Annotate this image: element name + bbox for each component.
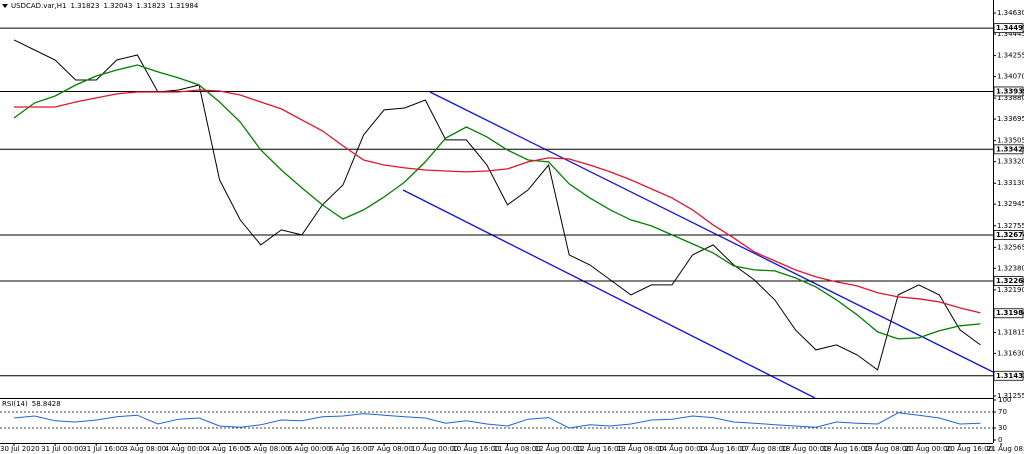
x-tick-label: 21 Aug 08:00: [987, 445, 1024, 453]
x-tick-label: 6 Aug 16:00: [329, 445, 372, 453]
level-label: 1.31433: [996, 372, 1024, 380]
x-tick-label: 11 Aug 08:00: [494, 445, 541, 453]
rsi-line: [13, 412, 981, 429]
ohlc-value: 1.31823: [71, 2, 100, 10]
last-price-label: 1.31984: [996, 309, 1024, 317]
y-tick-label: 1.31815: [997, 328, 1024, 336]
level-box: [993, 370, 1024, 381]
x-tick-label: 13 Aug 08:00: [617, 445, 664, 453]
x-tick-label: 20 Aug 00:00: [905, 445, 952, 453]
y-tick-label: 1.33880: [997, 94, 1024, 102]
y-tick-label: 1.33130: [997, 179, 1024, 187]
ohlc-value: 1.31823: [136, 2, 165, 10]
ohlc-value: 1.32043: [103, 2, 132, 10]
menu-icon: [2, 4, 8, 8]
rsi-tick-label: 0: [998, 436, 1002, 444]
level-box: [993, 86, 1024, 97]
x-tick-label: 31 Jul 16:00: [82, 445, 124, 453]
price-line: [13, 39, 981, 371]
y-tick-label: 1.33505: [997, 137, 1024, 145]
x-tick-label: 10 Aug 00:00: [411, 445, 458, 453]
y-tick-label: 1.34445: [997, 30, 1024, 38]
title-row: USDCAD.var,H1 1.31823 1.32043 1.31823 1.319…: [11, 2, 199, 10]
x-tick-label: 4 Aug 00:00: [165, 445, 208, 453]
y-tick-label: 1.32190: [997, 286, 1024, 294]
level-box: [993, 23, 1024, 34]
last-price-box: [993, 308, 1024, 319]
y-tick-label: 1.34630: [997, 9, 1024, 17]
y-tick-label: 1.32380: [997, 264, 1024, 272]
level-label: 1.33939: [996, 87, 1024, 95]
y-tick-label: 1.34070: [997, 73, 1024, 81]
x-tick-label: 19 Aug 08:00: [864, 445, 911, 453]
x-tick-label: 12 Aug 16:00: [576, 445, 623, 453]
chart-title: USDCAD.var,H1: [11, 2, 67, 10]
level-label: 1.33429: [996, 145, 1024, 153]
x-tick-label: 18 Aug 00:00: [781, 445, 828, 453]
rsi-value: 58.8428: [32, 400, 61, 408]
price-line: [14, 89, 981, 314]
level-box: [993, 276, 1024, 286]
rsi-title-row: RSI(14) 58.8428: [2, 400, 61, 408]
level-box: [993, 230, 1024, 240]
y-tick-label: 1.31255: [997, 392, 1024, 400]
rsi-tick-label: 100: [998, 396, 1011, 404]
x-tick-label: 14 Aug 16:00: [699, 445, 746, 453]
channel-line: [402, 189, 816, 399]
level-label: 1.32674: [996, 231, 1024, 239]
price-line: [13, 64, 981, 340]
rsi-tick-label: 30: [998, 424, 1007, 432]
x-tick-label: 5 Aug 08:00: [247, 445, 290, 453]
y-tick-label: 1.31630: [997, 349, 1024, 357]
level-label: 1.34497: [996, 24, 1024, 32]
x-tick-label: 7 Aug 08:00: [370, 445, 413, 453]
x-tick-label: 14 Aug 00:00: [658, 445, 705, 453]
y-tick-label: 1.33320: [997, 158, 1024, 166]
level-box: [993, 144, 1024, 155]
y-tick-label: 1.33695: [997, 115, 1024, 123]
y-tick-label: 1.32945: [997, 200, 1024, 208]
rsi-label: RSI(14): [2, 400, 28, 408]
rsi-tick-label: 70: [998, 408, 1007, 416]
level-label: 1.32268: [996, 277, 1024, 285]
x-tick-label: 6 Aug 00:00: [288, 445, 331, 453]
x-tick-label: 3 Aug 08:00: [123, 445, 166, 453]
x-tick-label: 4 Aug 16:00: [206, 445, 249, 453]
y-tick-label: 1.32755: [997, 222, 1024, 230]
x-tick-label: 10 Aug 16:00: [452, 445, 499, 453]
x-tick-label: 31 Jul 00:00: [41, 445, 83, 453]
x-tick-label: 20 Aug 16:00: [946, 445, 993, 453]
y-tick-label: 1.34255: [997, 52, 1024, 60]
channel-line: [429, 91, 994, 373]
x-tick-label: 12 Aug 00:00: [535, 445, 582, 453]
x-tick-label: 30 Jul 2020: [0, 445, 40, 453]
x-tick-label: 17 Aug 08:00: [740, 445, 787, 453]
x-tick-label: 18 Aug 16:00: [823, 445, 870, 453]
ohlc-value: 1.31984: [169, 2, 198, 10]
y-tick-label: 1.32565: [997, 243, 1024, 251]
